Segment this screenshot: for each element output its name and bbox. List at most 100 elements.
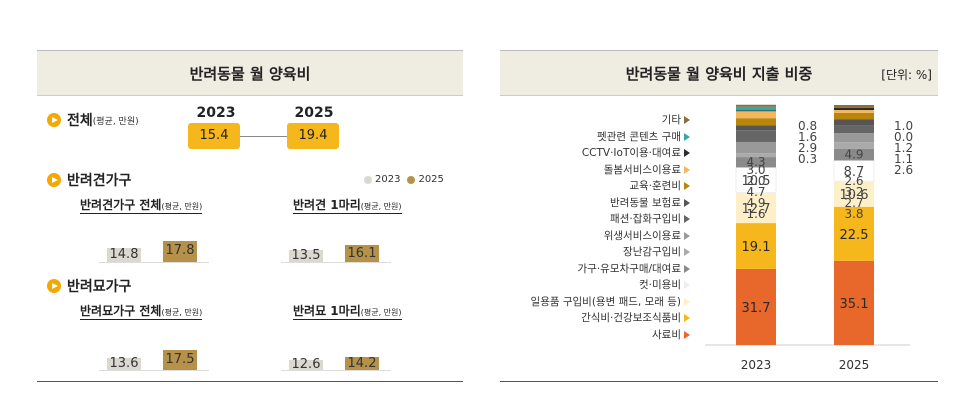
x-tick-label: 2025 [839,358,870,372]
category-label: 장난감구입비 [623,244,690,259]
total-year-2023: 2023 [196,105,236,121]
data-label: 2.6 [894,163,913,177]
category-label-text: 컷·미용비 [639,279,681,291]
category-arrow-icon [684,165,690,174]
dog-one-bar-2025: 16.1 [345,244,379,262]
data-label: 0.8 [798,119,817,133]
legend-dot-2025 [407,175,416,184]
bar-segment [834,107,874,108]
category-label-text: CCTV·IoT이용·대여료 [581,147,681,159]
bar-segment [736,111,776,119]
bar-segment [834,142,874,149]
category-arrow-icon [684,297,690,306]
data-label: 4.9 [844,148,863,162]
right-panel-header: 반려동물 월 양육비 지출 비중 [단위: %] [500,50,938,96]
cat-one-baseline [281,370,391,371]
legend-label-2025: 2025 [418,174,444,185]
bar-segment [834,125,874,134]
data-label: 1.1 [894,152,913,166]
cat-one-bar-2023: 12.6 [289,359,323,371]
category-label: 펫관련 콘텐츠 구매 [597,129,690,144]
category-label: 교육·훈련비 [629,178,690,193]
category-label-text: 돌봄서비스이용료 [603,163,681,176]
left-panel-header: 반려동물 월 양육비 [37,50,463,96]
cat-section-header: 반려묘가구 [47,276,131,296]
legend: 2023 2025 [364,174,444,185]
left-panel-bottom-rule [37,381,463,382]
category-label-text: 펫관련 콘텐츠 구매 [597,130,681,143]
data-label: 1.6 [746,207,765,221]
data-label: 3.0 [746,163,765,177]
category-label: 반려동물 보험료 [610,195,690,210]
play-bullet-icon [47,279,61,293]
bar-segment [736,118,776,126]
category-arrow-icon [684,116,690,124]
data-label: 31.7 [742,301,771,316]
dog-total-unit: (평균, 만원) [161,202,203,211]
bar-segment [834,148,874,161]
bar-segment [736,192,776,224]
dog-total-bar-2025: 17.8 [163,241,197,262]
category-label-text: 간식비·건강보조식품비 [581,312,681,324]
category-arrow-icon [684,215,690,223]
category-label: 패션·잡화구입비 [610,211,690,226]
dog-label: 반려견가구 [67,173,132,189]
data-label: 3.8 [844,207,863,221]
dog-total-bar-2023: 14.8 [107,247,141,262]
left-panel-title: 반려동물 월 양육비 [189,65,311,83]
cat-total-title-text: 반려묘가구 전체 [80,304,162,318]
total-unit: (평균, 만원) [92,116,139,127]
dog-one-unit: (평균, 만원) [360,202,402,211]
bar-segment [736,268,776,345]
legend-dot-2023 [364,175,372,184]
category-label: CCTV·IoT이용·대여료 [582,145,690,160]
category-arrow-icon [684,182,690,190]
category-arrow-icon [684,314,690,322]
category-label: 가구·유모차구매/대여료 [578,261,690,276]
dog-one-bar-2023: 13.5 [289,250,323,262]
x-tick-label: 2023 [741,358,772,372]
bar-segment [834,105,874,108]
bar-segment [736,223,776,269]
bar-segment [834,206,874,261]
bar-segment [834,260,874,345]
category-arrow-icon [684,198,690,207]
category-label: 일용품 구입비(용변 패드, 모래 등) [531,294,690,309]
category-label-text: 가구·유모차구매/대여료 [577,262,681,275]
total-label: 전체 [67,113,93,129]
bar-segment [736,106,776,111]
bar-segment [736,104,776,107]
bar-segment [736,110,776,112]
category-label: 돌봄서비스이용료 [604,162,690,177]
category-label: 위생서비스이용료 [604,228,690,243]
data-label: 2.9 [798,141,817,155]
category-arrow-icon [684,132,690,141]
category-label: 기타 [662,112,690,127]
data-label: 12.7 [742,202,771,217]
category-label-text: 기타 [661,114,681,126]
cat-one-title: 반려묘 1마리(평균, 만원) [293,302,402,320]
bar-segment [736,153,776,158]
bar-segment [834,107,874,111]
bar-segment [834,181,874,207]
bar-segment [834,133,874,143]
cat-total-bar-2023: 13.6 [107,357,141,370]
category-arrow-icon [684,248,690,256]
data-label: 4.7 [746,185,765,199]
data-label: 10.6 [840,188,869,203]
category-label: 컷·미용비 [639,277,690,292]
cat-one-unit: (평균, 만원) [360,308,402,317]
dog-one-baseline [281,262,391,263]
category-label-text: 장난감구입비 [623,246,681,258]
data-label: 1.0 [894,119,913,133]
category-arrow-icon [684,281,690,289]
play-bullet-icon [47,173,61,187]
stacked-bar-chart: 31.719.112.710.54.31.64.94.72.03.00.32.9… [705,104,913,372]
total-section-header: 전체 (평균, 만원) [47,110,139,130]
cat-total-baseline [99,370,209,371]
dog-section-header: 반려견가구 [47,170,131,190]
data-label: 4.3 [746,155,765,169]
bar-segment [736,125,776,131]
cat-total-unit: (평균, 만원) [161,308,203,317]
